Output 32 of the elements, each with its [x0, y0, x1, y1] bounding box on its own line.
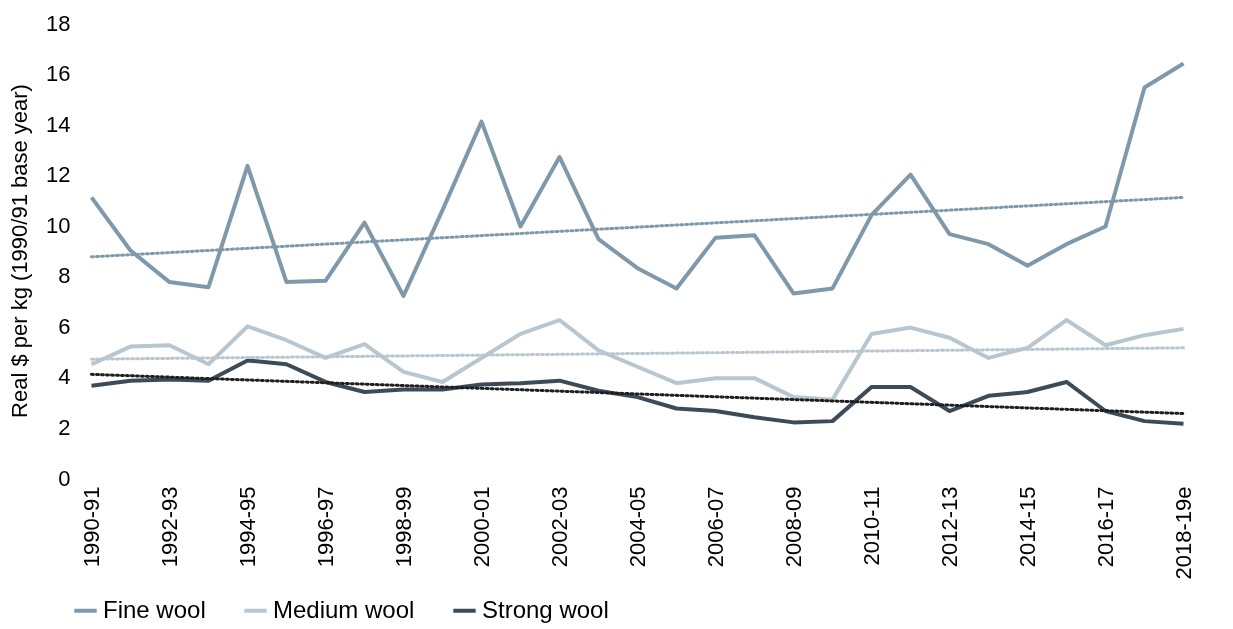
x-tick-label: 2006-07 [703, 486, 728, 568]
y-tick-label: 4 [58, 364, 71, 390]
y-tick-label: 10 [46, 212, 71, 238]
y-tick-label: 0 [58, 465, 71, 491]
x-tick-label: 1998-99 [391, 486, 416, 568]
legend-label: Strong wool [482, 595, 609, 623]
x-tick-label: 2018-19e [1171, 486, 1196, 580]
y-axis-title: Real $ per kg (1990/91 base year) [7, 84, 33, 418]
x-tick-label: 2010-11 [859, 486, 884, 566]
y-tick-label: 8 [58, 263, 71, 289]
y-tick-label: 14 [46, 111, 71, 137]
x-tick-label: 2004-05 [625, 486, 650, 568]
line-series [89, 318, 1186, 402]
x-tick-label: 2016-17 [1093, 486, 1118, 568]
y-tick-label: 18 [46, 10, 71, 36]
x-tick-label: 1996-97 [313, 486, 338, 568]
x-tick-label: 2008-09 [781, 486, 806, 568]
y-tick-label: 16 [46, 61, 71, 87]
line-series [89, 358, 1186, 426]
x-tick-label: 2012-13 [937, 486, 962, 568]
legend-label: Medium wool [273, 595, 415, 623]
line-series [89, 61, 1186, 298]
y-tick-label: 2 [58, 414, 71, 440]
y-tick-label: 6 [58, 313, 71, 339]
x-tick-label: 2014-15 [1015, 486, 1040, 568]
x-tick-label: 1994-95 [235, 486, 260, 568]
legend-label: Fine wool [103, 595, 206, 623]
x-tick-label: 1990-91 [79, 486, 104, 568]
y-tick-label: 12 [46, 162, 71, 188]
x-tick-label: 2000-01 [469, 486, 494, 568]
x-tick-label: 2002-03 [547, 486, 572, 568]
x-tick-label: 1992-93 [157, 486, 182, 568]
